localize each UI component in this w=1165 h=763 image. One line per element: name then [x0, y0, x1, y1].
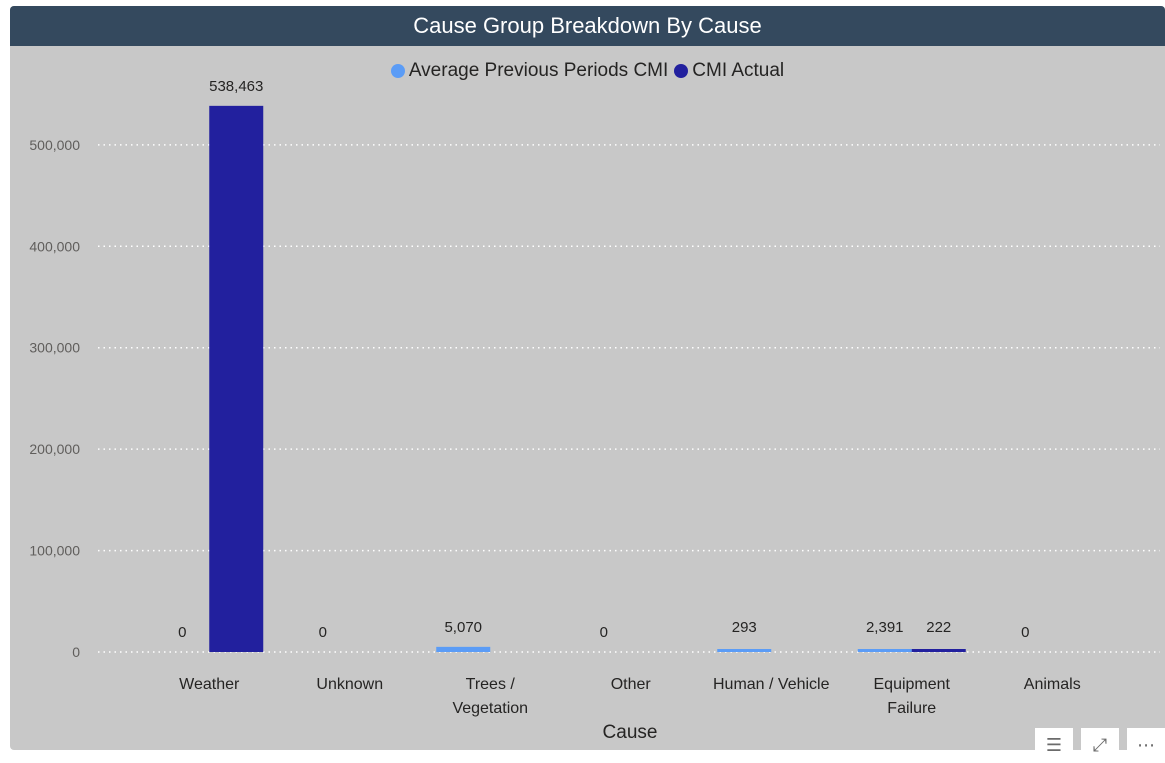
- legend-label-average-previous: Average Previous Periods CMI: [408, 60, 669, 81]
- more-options-icon[interactable]: ⋯: [1127, 728, 1165, 762]
- legend-label-cmi-actual: CMI Actual: [692, 60, 785, 81]
- x-tick-label: Other: [611, 676, 652, 693]
- data-label: 5,070: [444, 619, 482, 636]
- bar: [911, 649, 966, 652]
- visual-header-icons: ☰ ⤢ ⋯: [1035, 728, 1165, 762]
- x-tick-label: Equipment: [874, 676, 951, 693]
- bar: [857, 649, 912, 652]
- y-tick-label: 500,000: [29, 137, 80, 153]
- legend-item-average-previous[interactable]: Average Previous Periods CMI: [390, 60, 669, 82]
- bar: [436, 646, 491, 652]
- data-label: 0: [319, 624, 327, 641]
- data-label: 538,463: [209, 78, 263, 95]
- x-tick-label: Vegetation: [452, 700, 528, 717]
- y-tick-label: 0: [72, 644, 80, 660]
- x-tick-label: Animals: [1024, 676, 1081, 693]
- filter-icon[interactable]: ☰: [1035, 728, 1073, 762]
- data-label: 222: [926, 619, 951, 636]
- y-tick-label: 100,000: [29, 543, 80, 559]
- data-label: 2,391: [866, 619, 904, 636]
- bar: [209, 105, 264, 653]
- x-tick-label: Trees /: [466, 676, 516, 693]
- x-tick-label: Unknown: [316, 676, 383, 693]
- data-label: 0: [600, 624, 608, 641]
- legend-dot-cmi-actual: [674, 64, 689, 78]
- legend-item-cmi-actual[interactable]: CMI Actual: [674, 60, 784, 82]
- x-tick-label: Human / Vehicle: [713, 676, 830, 693]
- data-label: 0: [1021, 624, 1029, 641]
- data-label: 293: [732, 619, 757, 636]
- chart-legend: Average Previous Periods CMI CMI Actual: [10, 60, 1165, 82]
- x-tick-label: Failure: [887, 700, 936, 717]
- x-axis-title: Cause: [603, 722, 658, 743]
- focus-mode-icon[interactable]: ⤢: [1081, 728, 1119, 762]
- chart-visual[interactable]: Cause Group Breakdown By Cause Average P…: [10, 6, 1165, 750]
- chart-title: Cause Group Breakdown By Cause: [10, 6, 1165, 46]
- legend-dot-average-previous: [390, 64, 405, 78]
- bar: [717, 649, 772, 652]
- y-tick-label: 300,000: [29, 340, 80, 356]
- data-label: 0: [178, 624, 186, 641]
- x-tick-label: Weather: [179, 676, 240, 693]
- y-tick-label: 200,000: [29, 441, 80, 457]
- y-tick-label: 400,000: [29, 238, 80, 254]
